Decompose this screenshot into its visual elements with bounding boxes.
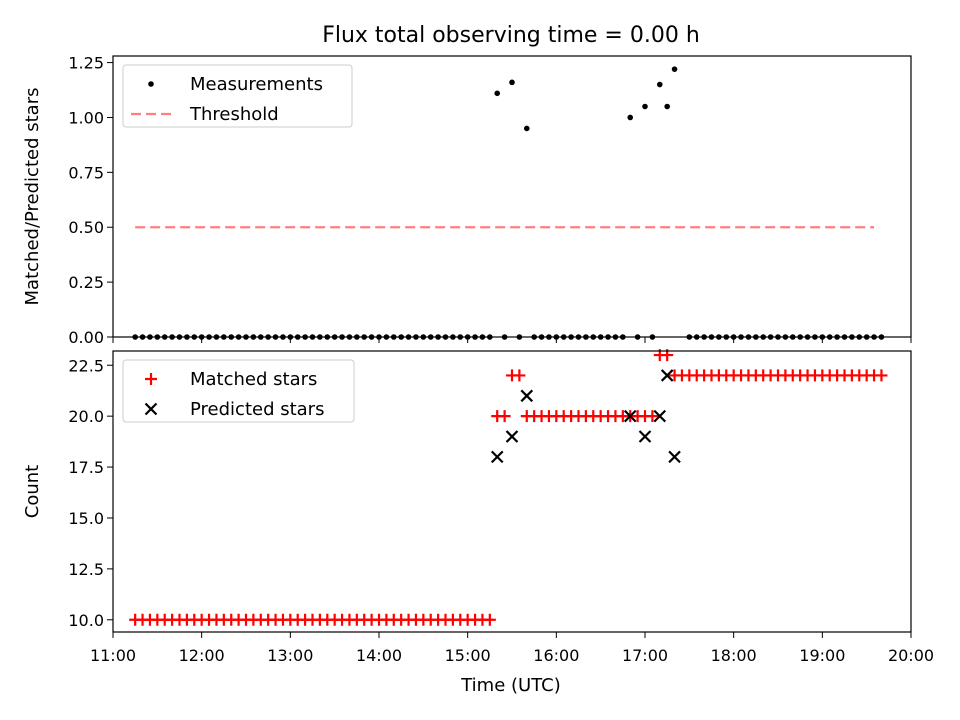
y-tick-label: 20.0 [68,407,104,426]
y-tick-label: 12.5 [68,560,104,579]
matched-star-point [483,613,496,626]
y-tick-label: 17.5 [68,458,104,477]
x-tick-label: 15:00 [445,646,491,665]
legend-box [122,359,355,423]
x-tick-label: 11:00 [90,646,136,665]
y-axis-label-bottom: Count [22,465,43,518]
figure-title: Flux total observing time = 0.00 h [322,23,700,48]
y-tick-label: 10.0 [68,611,104,630]
matched-star-point [875,369,888,382]
predicted-star-point [520,389,534,403]
predicted-star-point [505,430,519,443]
y-tick-label: 0.25 [68,273,104,292]
axes-frame-top [112,55,912,338]
y-tick-label: 22.5 [68,356,104,375]
series-predicted-stars [490,369,681,464]
axes-frame-bottom [112,350,912,633]
measurement-point [642,103,648,110]
x-axis-label: Time (UTC) [460,675,561,696]
predicted-star-point [638,430,652,443]
legend-entry-label: Measurements [190,74,323,95]
measurement-point [509,79,515,86]
y-axis-label-top: Matched/Predicted stars [22,88,43,306]
predicted-star-point [490,450,504,464]
predicted-star-point [623,409,637,423]
legend-bottom: Matched stars Predicted stars [122,359,355,423]
legend-entry-label: Threshold [189,104,279,125]
predicted-star-point [668,450,681,464]
y-tick-label: 15.0 [68,509,104,528]
x-tick-label: 19:00 [799,646,845,665]
x-tick-label: 16:00 [533,646,579,665]
x-tick-label: 17:00 [622,646,668,665]
x-tick-label: 20:00 [888,646,934,665]
y-tick-label: 1.00 [68,108,104,127]
x-tick-label: 12:00 [179,646,225,665]
legend-box [122,64,353,128]
measurement-point [523,125,530,132]
predicted-star-point [660,369,674,382]
measurement-point [627,114,634,121]
y-tick-label: 1.25 [68,54,104,73]
matched-star-point [513,369,526,382]
y-tick-label: 0.75 [68,163,104,182]
legend-predicted-swatch [144,402,158,416]
x-tick-label: 14:00 [356,646,402,665]
legend-entry-label: Predicted stars [190,399,324,420]
matched-star-point [498,410,511,423]
predicted-star-point [653,409,667,423]
x-tick-label: 13:00 [267,646,313,665]
x-tick-label: 18:00 [711,646,757,665]
legend-top: Measurements Threshold [122,64,353,128]
measurement-point [664,103,670,110]
y-tick-label: 0.50 [68,218,104,237]
matched-star-point [646,410,659,423]
measurement-point [494,90,501,97]
measurement-point [671,66,678,72]
legend-entry-label: Matched stars [190,369,317,390]
legend-measurement-swatch [148,81,154,87]
panel-bottom: Count 10.0 12.5 15.0 17.5 20.0 22.5 11:00 12:00 1… [22,349,934,665]
legend-matched-swatch [145,373,157,385]
y-tick-label: 0.00 [68,328,104,347]
panel-top: Matched/Predicted stars 0.00 0.25 0.50 0.75 1… [22,54,912,347]
measurement-point [656,81,663,88]
series-matched-stars [129,349,888,626]
